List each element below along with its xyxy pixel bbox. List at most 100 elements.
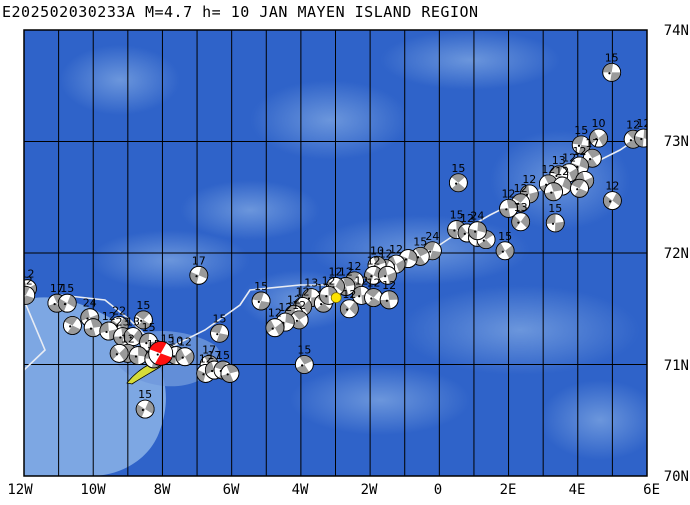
depth-label: 15	[498, 230, 512, 243]
depth-label: 12	[342, 288, 356, 301]
depth-label: 12	[637, 117, 651, 130]
depth-label: 12	[339, 265, 353, 278]
depth-label: 12	[541, 163, 555, 176]
focal-mechanism: 12	[379, 279, 399, 310]
depth-label: 12	[278, 301, 292, 314]
depth-label: 12	[573, 145, 587, 158]
depth-label: 12	[292, 299, 306, 312]
depth-label: 12	[379, 248, 393, 261]
depth-label: 10	[592, 117, 606, 130]
focal-mechanism: 15	[210, 312, 229, 343]
lon-label: 6E	[643, 482, 660, 498]
focal-mechanism: 12	[265, 307, 285, 338]
depth-label: 12	[102, 310, 116, 323]
depth-label: 12	[367, 254, 381, 267]
focal-mechanism: 12	[364, 254, 383, 285]
bathymetry-texture	[60, 30, 647, 460]
depth-label: 12	[287, 293, 301, 306]
depth-label: 12	[354, 274, 368, 287]
depth-label: 15	[297, 344, 311, 357]
depth-label: 17	[50, 282, 64, 295]
depth-label: 12	[20, 268, 34, 281]
depth-label: 12	[626, 118, 640, 131]
depth-label: 15	[605, 51, 619, 64]
depth-label: 17	[202, 344, 216, 357]
focal-mechanism: 15	[135, 388, 155, 419]
focal-mechanism: 12	[175, 336, 195, 367]
depth-label: 12	[555, 165, 569, 178]
depth-label: 24	[470, 210, 484, 223]
focal-mechanism	[220, 364, 240, 383]
depth-label: 23	[116, 316, 130, 329]
focal-mechanism	[63, 316, 82, 335]
depth-label: 15	[413, 235, 427, 248]
depth-label: 17	[207, 349, 221, 362]
depth-label: 15	[216, 349, 230, 362]
depth-label: 12	[199, 352, 213, 365]
latitude-labels: 74N 73N 72N 71N 70N	[664, 23, 689, 485]
lat-label: 74N	[664, 23, 689, 39]
depth-label: 13	[514, 201, 528, 214]
lat-label: 73N	[664, 134, 689, 150]
depth-label: 12	[605, 180, 619, 193]
focal-mechanism: 12	[364, 277, 383, 308]
lon-label: 6W	[223, 482, 240, 498]
lon-label: 4E	[569, 482, 586, 498]
focal-mechanism: 15	[495, 230, 515, 261]
depth-label: 12	[460, 212, 474, 225]
lon-label: 0	[434, 482, 442, 498]
depth-label: 12	[348, 260, 362, 273]
focal-mechanism: 15	[545, 202, 565, 233]
depth-label: 12	[502, 187, 516, 200]
focal-mechanism: 12	[339, 288, 359, 319]
depth-label: 15	[451, 162, 465, 175]
depth-label: 15	[136, 299, 150, 312]
focal-mechanism	[83, 318, 103, 338]
depth-label: 12	[367, 277, 381, 290]
focal-mechanism: 15	[134, 299, 153, 330]
depth-label: 12	[19, 274, 33, 287]
depth-label: 12	[514, 182, 528, 195]
depth-label: 12	[562, 152, 576, 165]
focal-mechanism: 17	[189, 254, 209, 285]
focal-mechanism: 15	[251, 280, 271, 311]
depth-label: 12	[329, 265, 343, 278]
depth-label: 10	[169, 335, 183, 348]
lon-label: 12W	[7, 482, 33, 498]
focal-mechanism: 12	[19, 274, 36, 305]
focal-mechanism: 15	[602, 51, 622, 82]
depth-label: 12	[296, 286, 310, 299]
focal-mechanism	[128, 346, 148, 365]
depth-label: 12	[178, 336, 192, 349]
focal-mechanism	[378, 265, 397, 285]
depth-label: 12	[322, 274, 336, 287]
depth-label: 13	[126, 316, 140, 329]
depth-label: 15	[138, 388, 152, 401]
depth-label: 24	[83, 297, 97, 310]
focal-mechanism: 15	[294, 344, 314, 374]
depth-label: 15	[60, 282, 74, 295]
focal-mechanism	[544, 182, 563, 202]
lon-label: 8W	[154, 482, 171, 498]
lon-label: 10W	[80, 482, 106, 498]
depth-label: 22	[112, 304, 126, 317]
depth-label: 12	[121, 332, 135, 345]
depth-label: 15	[574, 124, 588, 137]
depth-label: 12	[268, 307, 282, 320]
focal-mechanism: 12	[99, 310, 119, 341]
lon-label: 4W	[292, 482, 309, 498]
depth-label: 15	[450, 209, 464, 222]
depth-label: 10	[370, 244, 384, 257]
lat-label: 72N	[664, 246, 689, 262]
focal-mechanism: 24	[468, 210, 487, 241]
depth-label: 24	[425, 230, 439, 243]
focal-mechanism: 12	[499, 187, 518, 218]
depth-label: 13	[304, 277, 318, 290]
event-title: E202502030233A M=4.7 h= 10 JAN MAYEN ISL…	[2, 3, 479, 21]
lat-label: 71N	[664, 358, 689, 374]
depth-label: 12	[382, 279, 396, 292]
lat-label: 70N	[664, 469, 689, 485]
depth-label: 15	[142, 321, 156, 334]
